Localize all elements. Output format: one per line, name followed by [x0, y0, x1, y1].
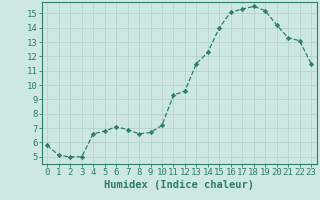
X-axis label: Humidex (Indice chaleur): Humidex (Indice chaleur): [104, 180, 254, 190]
